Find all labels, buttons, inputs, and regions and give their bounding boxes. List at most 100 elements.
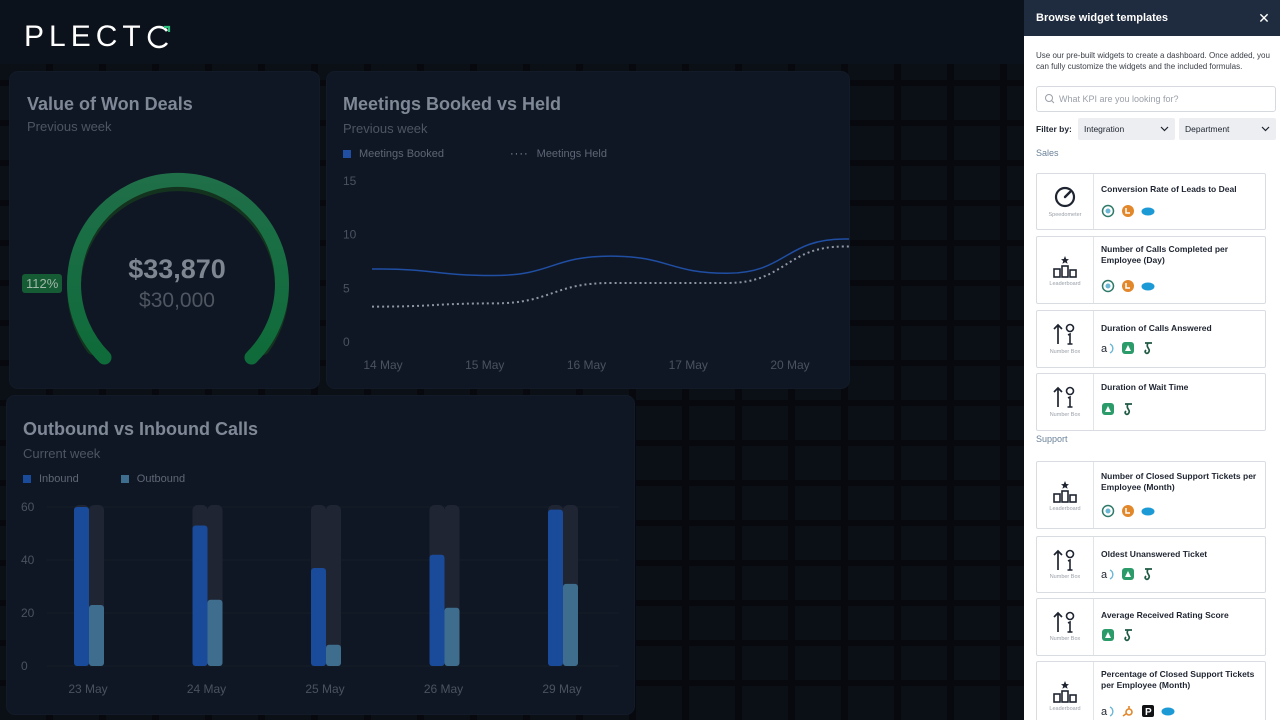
legend-swatch-held: ···· bbox=[510, 148, 529, 160]
template-type-column: Number Box bbox=[1037, 374, 1094, 430]
template-card[interactable]: Number Box Average Received Rating Score bbox=[1036, 598, 1266, 656]
template-card[interactable]: Leaderboard Number of Closed Support Tick… bbox=[1036, 461, 1266, 529]
legend-label-held: Meetings Held bbox=[536, 148, 607, 160]
pipedrive-icon bbox=[1101, 504, 1115, 518]
zendesk-icon bbox=[1121, 402, 1135, 416]
meetings-line-chart: 0 5 10 15 14 May 15 May 16 May 17 May 20 May bbox=[343, 174, 849, 372]
number-box-icon bbox=[1051, 547, 1079, 573]
bar-outbound-24-may bbox=[207, 599, 223, 666]
bar-inbound-26-may bbox=[429, 554, 445, 666]
panel-header: Browse widget templates ✕ bbox=[1024, 0, 1280, 36]
pipedrive-p-icon: P bbox=[1141, 704, 1155, 718]
template-type-column: Speedometer bbox=[1037, 174, 1094, 229]
svg-text:a: a bbox=[1101, 343, 1108, 355]
template-type-label: Speedometer bbox=[1048, 212, 1082, 218]
kpi-search-box[interactable] bbox=[1036, 86, 1276, 112]
widget-subtitle: Previous week bbox=[343, 121, 428, 136]
bar-inbound-25-may bbox=[311, 567, 326, 666]
template-card[interactable]: Number Box Duration of Wait Time bbox=[1036, 373, 1266, 431]
template-name: Number of Closed Support Tickets per Emp… bbox=[1101, 471, 1257, 492]
integration-filter-select[interactable]: Integration bbox=[1078, 118, 1175, 140]
x-tick-label: 25 May bbox=[305, 682, 344, 696]
template-name: Duration of Calls Answered bbox=[1101, 323, 1212, 333]
number-box-icon bbox=[1051, 609, 1079, 635]
aircall-icon: a bbox=[1101, 567, 1115, 581]
bar-inbound-24-may bbox=[192, 525, 208, 666]
bar-outbound-23-may bbox=[89, 605, 104, 666]
search-icon bbox=[1045, 94, 1055, 104]
hubspot-icon bbox=[1121, 279, 1135, 293]
x-tick-label: 16 May bbox=[567, 358, 606, 372]
freshdesk-icon bbox=[1121, 341, 1135, 355]
section-label-sales: Sales bbox=[1036, 148, 1059, 158]
chevron-down-icon bbox=[1261, 126, 1270, 132]
kpi-search-input[interactable] bbox=[1057, 93, 1261, 105]
logo-text: PLECT bbox=[24, 20, 146, 53]
svg-text:a: a bbox=[1101, 569, 1108, 581]
number-box-icon bbox=[1051, 384, 1079, 410]
integration-icons bbox=[1101, 504, 1155, 518]
deal-value: $33,870 bbox=[128, 254, 226, 284]
leaderboard-icon bbox=[1051, 479, 1079, 505]
template-type-column: Number Box bbox=[1037, 599, 1094, 655]
template-type-column: Leaderboard bbox=[1037, 237, 1094, 303]
bar-inbound-29-may bbox=[548, 509, 563, 666]
x-tick-label: 17 May bbox=[669, 358, 708, 372]
plecto-logo: PLECT bbox=[24, 21, 171, 53]
department-filter-select[interactable]: Department bbox=[1179, 118, 1276, 140]
pipedrive-icon bbox=[1101, 279, 1115, 293]
speedometer-icon bbox=[1051, 184, 1079, 210]
template-type-label: Number Box bbox=[1049, 412, 1081, 418]
top-bar: PLECT bbox=[0, 0, 1024, 64]
template-name: Conversion Rate of Leads to Deal bbox=[1101, 184, 1237, 194]
logo-o-mark-icon bbox=[147, 25, 170, 49]
template-name: Average Received Rating Score bbox=[1101, 610, 1229, 620]
calls-bar-chart: 0 20 40 60 23 May 24 May 25 May 26 May 29 May bbox=[21, 500, 619, 696]
salesforce-icon bbox=[1141, 204, 1155, 218]
freshdesk-icon bbox=[1101, 402, 1115, 416]
x-tick-label: 20 May bbox=[770, 358, 809, 372]
legend-label-outbound: Outbound bbox=[136, 473, 186, 485]
zendesk-icon bbox=[1141, 567, 1155, 581]
leaderboard-icon bbox=[1051, 254, 1079, 280]
template-name: Number of Calls Completed per Employee (… bbox=[1101, 244, 1229, 265]
template-card[interactable]: Speedometer Conversion Rate of Leads to D… bbox=[1036, 173, 1266, 230]
series-line-meetings-booked bbox=[372, 238, 849, 277]
percent-badge: 112% bbox=[22, 274, 63, 293]
filter-row: Filter by: Integration Department bbox=[1036, 118, 1280, 140]
template-name: Percentage of Closed Support Tickets per… bbox=[1101, 669, 1255, 690]
x-tick-label: 26 May bbox=[424, 682, 463, 696]
y-tick-label: 15 bbox=[343, 174, 357, 188]
widget-title: Value of Won Deals bbox=[27, 94, 193, 114]
y-tick-label: 20 bbox=[21, 606, 35, 620]
integration-icons bbox=[1101, 204, 1155, 218]
calls-widget[interactable]: Outbound vs Inbound Calls Current week I… bbox=[7, 396, 634, 714]
gauge-progress-arc bbox=[67, 172, 289, 365]
template-card[interactable]: Leaderboard Number of Calls Completed per… bbox=[1036, 236, 1266, 304]
template-card[interactable]: Leaderboard Percentage of Closed Support … bbox=[1036, 661, 1266, 720]
integration-icons: a bbox=[1101, 567, 1155, 581]
legend-label-inbound: Inbound bbox=[39, 473, 79, 485]
x-tick-label: 15 May bbox=[465, 358, 504, 372]
template-card[interactable]: Number Box Oldest Unanswered Ticket a bbox=[1036, 536, 1266, 593]
salesforce-icon bbox=[1161, 704, 1175, 718]
salesforce-icon bbox=[1141, 504, 1155, 518]
template-name: Oldest Unanswered Ticket bbox=[1101, 549, 1208, 559]
template-card[interactable]: Number Box Duration of Calls Answered a bbox=[1036, 310, 1266, 368]
x-tick-label: 23 May bbox=[68, 682, 107, 696]
template-type-label: Number Box bbox=[1049, 349, 1081, 355]
section-label-support: Support bbox=[1036, 434, 1068, 444]
aircall-icon: a bbox=[1101, 704, 1115, 718]
won-deals-widget[interactable]: Value of Won Deals Previous week 112% $3… bbox=[10, 72, 319, 388]
freshdesk-icon bbox=[1101, 628, 1115, 642]
legend-label-booked: Meetings Booked bbox=[359, 148, 444, 160]
close-icon[interactable]: ✕ bbox=[1258, 9, 1270, 26]
svg-text:a: a bbox=[1101, 706, 1108, 718]
zendesk-icon bbox=[1121, 628, 1135, 642]
panel-title: Browse widget templates bbox=[1036, 12, 1169, 24]
template-type-column: Number Box bbox=[1037, 537, 1094, 592]
leaderboard-icon bbox=[1051, 679, 1079, 705]
integration-filter-value: Integration bbox=[1084, 124, 1125, 134]
meetings-widget[interactable]: Meetings Booked vs Held Previous week Me… bbox=[327, 72, 849, 388]
